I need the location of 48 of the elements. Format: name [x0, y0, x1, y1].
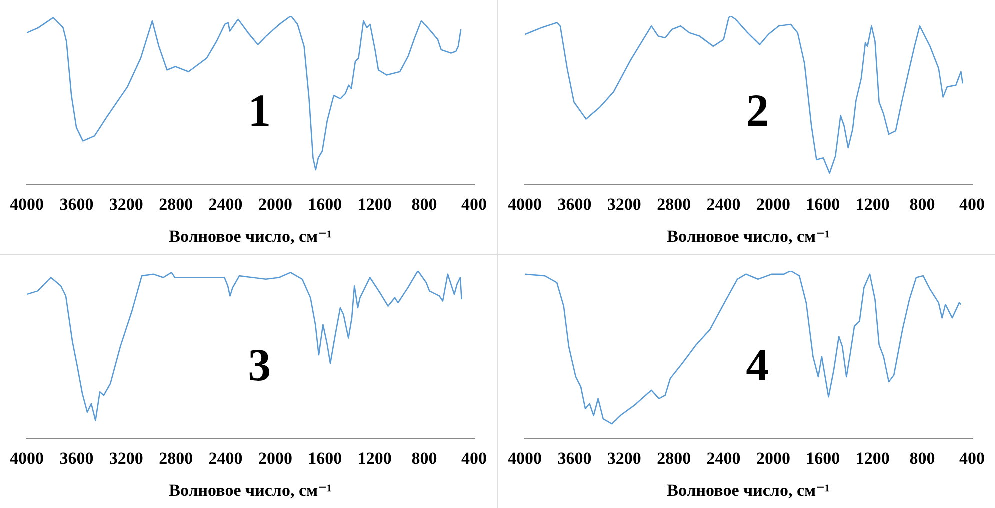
x-tick-label: 800: [910, 194, 936, 214]
x-tick-label: 4000: [10, 194, 44, 214]
annotation: 2: [746, 85, 770, 136]
x-tick-label: 3600: [60, 448, 94, 468]
x-tick-label: 3200: [109, 194, 144, 214]
x-tick-label: 800: [910, 448, 936, 468]
x-tick-label: 2800: [159, 448, 194, 468]
x-tick-label: 800: [412, 194, 438, 214]
x-axis-title: Волновое число, см⁻¹: [169, 227, 332, 246]
x-tick-label: 3600: [558, 194, 592, 214]
x-tick-label: 2400: [706, 448, 741, 468]
x-axis-title: Волновое число, см⁻¹: [667, 481, 830, 500]
x-axis-title: Волновое число, см⁻¹: [667, 227, 830, 246]
x-tick-label: 1200: [358, 448, 392, 468]
x-tick-label: 3200: [109, 448, 144, 468]
x-tick-label: 2800: [657, 194, 692, 214]
x-tick-label: 2800: [159, 194, 194, 214]
x-tick-label: 400: [960, 194, 985, 214]
x-tick-label: 1600: [806, 448, 840, 468]
x-tick-label: 3600: [60, 194, 94, 214]
x-tick-label: 3200: [607, 448, 642, 468]
x-tick-label: 4000: [10, 448, 44, 468]
x-tick-label: 2400: [208, 448, 243, 468]
x-tick-label: 3200: [607, 194, 642, 214]
x-tick-label: 1600: [806, 194, 840, 214]
x-tick-label: 4000: [508, 194, 542, 214]
x-tick-label: 1600: [308, 194, 342, 214]
x-tick-label: 400: [462, 194, 487, 214]
x-tick-label: 2000: [258, 448, 292, 468]
x-tick-label: 4000: [508, 448, 542, 468]
x-tick-label: 2000: [756, 194, 790, 214]
annotation: 1: [248, 85, 272, 136]
x-tick-label: 2400: [208, 194, 243, 214]
annotation: 4: [746, 339, 770, 390]
x-tick-label: 400: [462, 448, 487, 468]
x-axis-title: Волновое число, см⁻¹: [169, 481, 332, 500]
annotation: 3: [248, 339, 272, 390]
x-tick-label: 3600: [558, 448, 592, 468]
x-tick-label: 800: [412, 448, 438, 468]
x-tick-label: 2000: [756, 448, 790, 468]
x-tick-label: 1200: [358, 194, 392, 214]
x-tick-label: 2400: [706, 194, 741, 214]
x-tick-label: 1600: [308, 448, 342, 468]
x-tick-label: 1200: [856, 194, 890, 214]
x-tick-label: 2800: [657, 448, 692, 468]
x-tick-label: 1200: [856, 448, 890, 468]
x-tick-label: 2000: [258, 194, 292, 214]
x-tick-label: 400: [960, 448, 985, 468]
